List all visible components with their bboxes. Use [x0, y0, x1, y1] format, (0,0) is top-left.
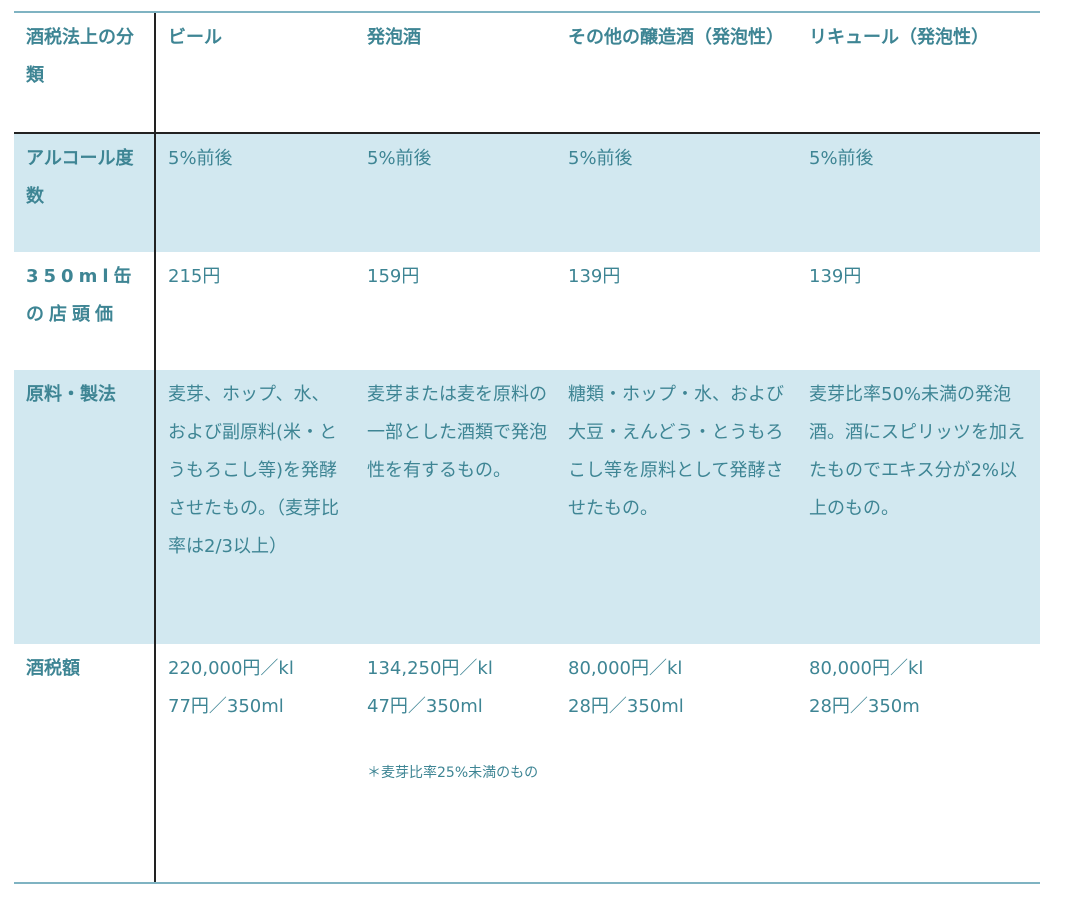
cell: 5%前後: [809, 148, 874, 169]
cell: 159円: [367, 266, 420, 287]
header-liqueur: リキュール（発泡性）: [809, 27, 989, 48]
row-label: 350ml缶の店頭価: [14, 252, 156, 370]
cell: 糖類・ホップ・水、および大豆・えんどう・とうもろこし等を原料として発酵させたもの…: [568, 384, 784, 519]
row-label: 原料・製法: [14, 370, 156, 644]
tax-per-can: 28円／350m: [809, 696, 920, 717]
cell: 215円: [168, 266, 221, 287]
cell: 80,000円／kl 28円／350m: [797, 644, 1040, 882]
table-row-price: 350ml缶の店頭価 215円 159円 139円 139円: [14, 252, 1040, 370]
tax-per-kl: 134,250円／kl: [367, 658, 493, 679]
cell: 139円: [568, 266, 621, 287]
header-other-brewed: その他の醸造酒（発泡性）: [568, 27, 784, 48]
cell: 麦芽または麦を原料の一部とした酒類で発泡性を有するもの。: [367, 384, 547, 481]
header-beer: ビール: [168, 27, 222, 48]
cell: 麦芽、ホップ、水、および副原料(米・とうもろこし等)を発酵させたもの。（麦芽比率…: [168, 384, 339, 557]
row-label: 酒税額: [14, 644, 156, 882]
tax-per-kl: 80,000円／kl: [568, 658, 683, 679]
row-label: アルコール度数: [14, 134, 156, 252]
header-label: 酒税法上の分類: [14, 13, 156, 132]
tax-per-can: 28円／350ml: [568, 696, 684, 717]
table-row-ingredients: 原料・製法 麦芽、ホップ、水、および副原料(米・とうもろこし等)を発酵させたもの…: [14, 370, 1040, 644]
footnote: ＊麦芽比率25%未満のもの: [367, 765, 539, 781]
header-row: 酒税法上の分類 ビール 発泡酒 その他の醸造酒（発泡性） リキュール（発泡性）: [14, 13, 1040, 134]
liquor-tax-table: 酒税法上の分類 ビール 発泡酒 その他の醸造酒（発泡性） リキュール（発泡性） …: [14, 11, 1040, 884]
cell: 麦芽比率50%未満の発泡酒。酒にスピリッツを加えたものでエキス分が2%以上のもの…: [809, 384, 1025, 519]
table-row-tax: 酒税額 220,000円／kl 77円／350ml 134,250円／kl 47…: [14, 644, 1040, 882]
cell: 220,000円／kl 77円／350ml: [156, 644, 355, 882]
header-happoshu: 発泡酒: [367, 27, 421, 48]
cell: 134,250円／kl 47円／350ml ＊麦芽比率25%未満のもの: [355, 644, 556, 882]
cell: 5%前後: [568, 148, 633, 169]
cell: 139円: [809, 266, 862, 287]
tax-per-can: 77円／350ml: [168, 696, 284, 717]
cell: 5%前後: [367, 148, 432, 169]
tax-per-kl: 220,000円／kl: [168, 658, 294, 679]
tax-per-kl: 80,000円／kl: [809, 658, 924, 679]
cell: 5%前後: [168, 148, 233, 169]
tax-per-can: 47円／350ml: [367, 696, 483, 717]
cell: 80,000円／kl 28円／350ml: [556, 644, 797, 882]
table-row-alcohol: アルコール度数 5%前後 5%前後 5%前後 5%前後: [14, 134, 1040, 252]
